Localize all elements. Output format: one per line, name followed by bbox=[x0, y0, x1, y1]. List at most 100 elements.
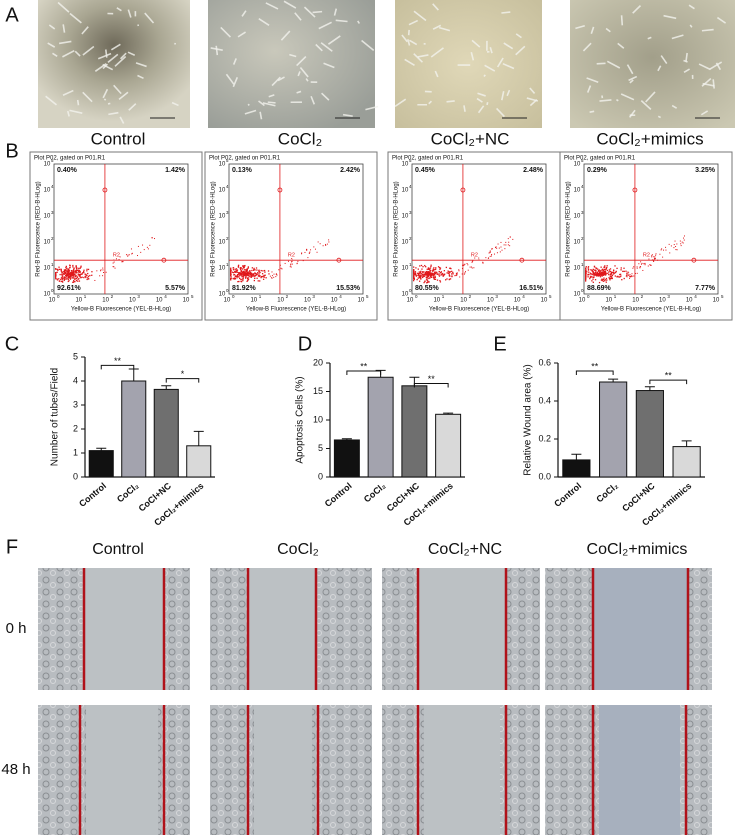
event-dot bbox=[65, 268, 67, 271]
tube-segment bbox=[215, 45, 219, 56]
event-dot bbox=[130, 248, 132, 250]
event-dot bbox=[629, 274, 631, 276]
event-dot bbox=[629, 276, 631, 278]
tube-segment bbox=[712, 79, 715, 89]
event-dot bbox=[638, 263, 640, 265]
panel-letter: E bbox=[493, 333, 506, 355]
event-dot bbox=[491, 248, 493, 250]
bar bbox=[333, 439, 360, 478]
event-dot bbox=[431, 272, 433, 275]
event-dot bbox=[415, 274, 417, 277]
event-dot bbox=[75, 270, 77, 272]
flow-y-tick-base: 10 bbox=[574, 240, 581, 246]
time-label: 48 h bbox=[1, 761, 30, 778]
event-dot bbox=[417, 272, 420, 275]
event-dot bbox=[241, 271, 243, 273]
tube-segment bbox=[434, 70, 439, 78]
event-dot bbox=[63, 270, 66, 272]
event-dot bbox=[611, 277, 613, 279]
event-dot bbox=[596, 273, 598, 276]
flow-y-tick-exp: 2 bbox=[581, 236, 584, 241]
event-dot bbox=[601, 275, 603, 277]
event-dot bbox=[639, 267, 641, 269]
event-dot bbox=[673, 244, 675, 246]
event-dot bbox=[70, 275, 73, 277]
event-dot bbox=[241, 268, 244, 270]
tube-segment bbox=[365, 105, 379, 111]
event-dot bbox=[76, 276, 78, 279]
event-dot bbox=[87, 277, 89, 279]
event-dot bbox=[251, 269, 253, 272]
event-dot bbox=[328, 239, 330, 241]
event-dot bbox=[72, 264, 74, 267]
error-bar bbox=[608, 378, 619, 382]
flow-x-tick-exp: 5 bbox=[549, 294, 552, 299]
tube-image bbox=[570, 0, 735, 128]
event-dot bbox=[606, 265, 608, 267]
event-dot bbox=[258, 270, 260, 272]
condition-label: Control bbox=[91, 129, 146, 148]
event-dot bbox=[413, 279, 415, 282]
flow-y-tick-base: 10 bbox=[402, 266, 409, 272]
tube-segment bbox=[52, 52, 58, 57]
event-dot bbox=[249, 276, 251, 278]
panel-letter: B bbox=[5, 140, 18, 162]
quadrant-percent: 7.77% bbox=[695, 285, 716, 292]
event-dot bbox=[69, 264, 71, 267]
event-dot bbox=[265, 277, 267, 279]
flow-y-tick-exp: 5 bbox=[581, 158, 584, 163]
event-dot bbox=[597, 268, 599, 270]
event-dot bbox=[230, 269, 232, 271]
event-dot bbox=[235, 275, 237, 277]
event-dot bbox=[433, 267, 435, 269]
tube-segment bbox=[97, 52, 112, 60]
event-dot bbox=[233, 273, 236, 276]
event-dot bbox=[254, 275, 256, 278]
event-dot bbox=[504, 248, 506, 250]
event-dot bbox=[598, 273, 601, 275]
event-dot bbox=[665, 249, 667, 251]
event-dot bbox=[245, 270, 247, 272]
event-dot bbox=[233, 278, 235, 280]
event-dot bbox=[639, 266, 641, 268]
event-dot bbox=[62, 274, 64, 276]
event-dot bbox=[301, 252, 303, 254]
flow-x-tick-exp: 4 bbox=[339, 294, 342, 299]
event-dot bbox=[87, 278, 90, 280]
tube-segment bbox=[701, 28, 714, 32]
tube-segment bbox=[515, 33, 522, 39]
flow-x-tick-exp: 4 bbox=[522, 294, 525, 299]
wound-gap bbox=[254, 705, 312, 835]
event-dot bbox=[245, 269, 247, 271]
event-dot bbox=[69, 274, 71, 276]
x-tick-label: CoCl₂ bbox=[362, 481, 388, 505]
tube-segment bbox=[305, 78, 309, 82]
event-dot bbox=[605, 273, 607, 276]
flow-x-tick-base: 10 bbox=[541, 298, 548, 304]
event-dot bbox=[291, 263, 293, 265]
tube-segment bbox=[144, 12, 155, 24]
event-dot bbox=[590, 269, 592, 271]
flow-x-tick-base: 10 bbox=[579, 298, 586, 304]
event-dot bbox=[247, 266, 250, 268]
gate-handle bbox=[691, 257, 697, 263]
event-dot bbox=[291, 258, 293, 260]
tube-segment bbox=[114, 55, 127, 67]
event-dot bbox=[74, 274, 76, 276]
event-dot bbox=[426, 282, 428, 284]
event-dot bbox=[279, 264, 281, 266]
event-dot bbox=[84, 273, 86, 275]
event-dot bbox=[669, 252, 671, 254]
event-dot bbox=[615, 270, 617, 273]
event-dot bbox=[81, 273, 83, 275]
event-dot bbox=[604, 280, 606, 282]
event-dot bbox=[246, 277, 249, 280]
event-dot bbox=[59, 273, 61, 276]
event-dot bbox=[230, 270, 232, 273]
event-dot bbox=[254, 277, 256, 280]
flow-y-tick-exp: 3 bbox=[409, 210, 412, 215]
tube-segment bbox=[258, 100, 265, 107]
event-dot bbox=[68, 280, 70, 282]
event-dot bbox=[56, 271, 58, 273]
tube-segment bbox=[628, 109, 636, 118]
